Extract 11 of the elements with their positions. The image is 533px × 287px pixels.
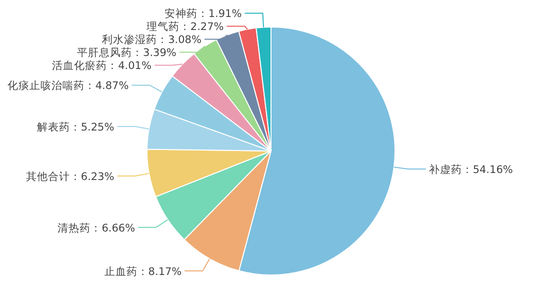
slice-label: 利水渗湿药：3.08% <box>102 33 202 46</box>
slice-label: 其他合计：6.23% <box>26 170 114 183</box>
slice-label: 活血化瘀药：4.01% <box>52 59 152 72</box>
slice-label: 解表药：5.25% <box>36 120 114 134</box>
slice-label: 安神药：1.91% <box>164 7 242 20</box>
slice-label: 补虚药：54.16% <box>428 162 513 176</box>
slice-label: 化痰止咳治喘药：4.87% <box>7 79 129 92</box>
slice-label: 清热药：6.66% <box>58 221 136 234</box>
slice-label: 理气药：2.27% <box>146 20 224 34</box>
slice-label: 平肝息风药：3.39% <box>77 46 176 60</box>
slice-label: 止血药：8.17% <box>104 264 182 278</box>
